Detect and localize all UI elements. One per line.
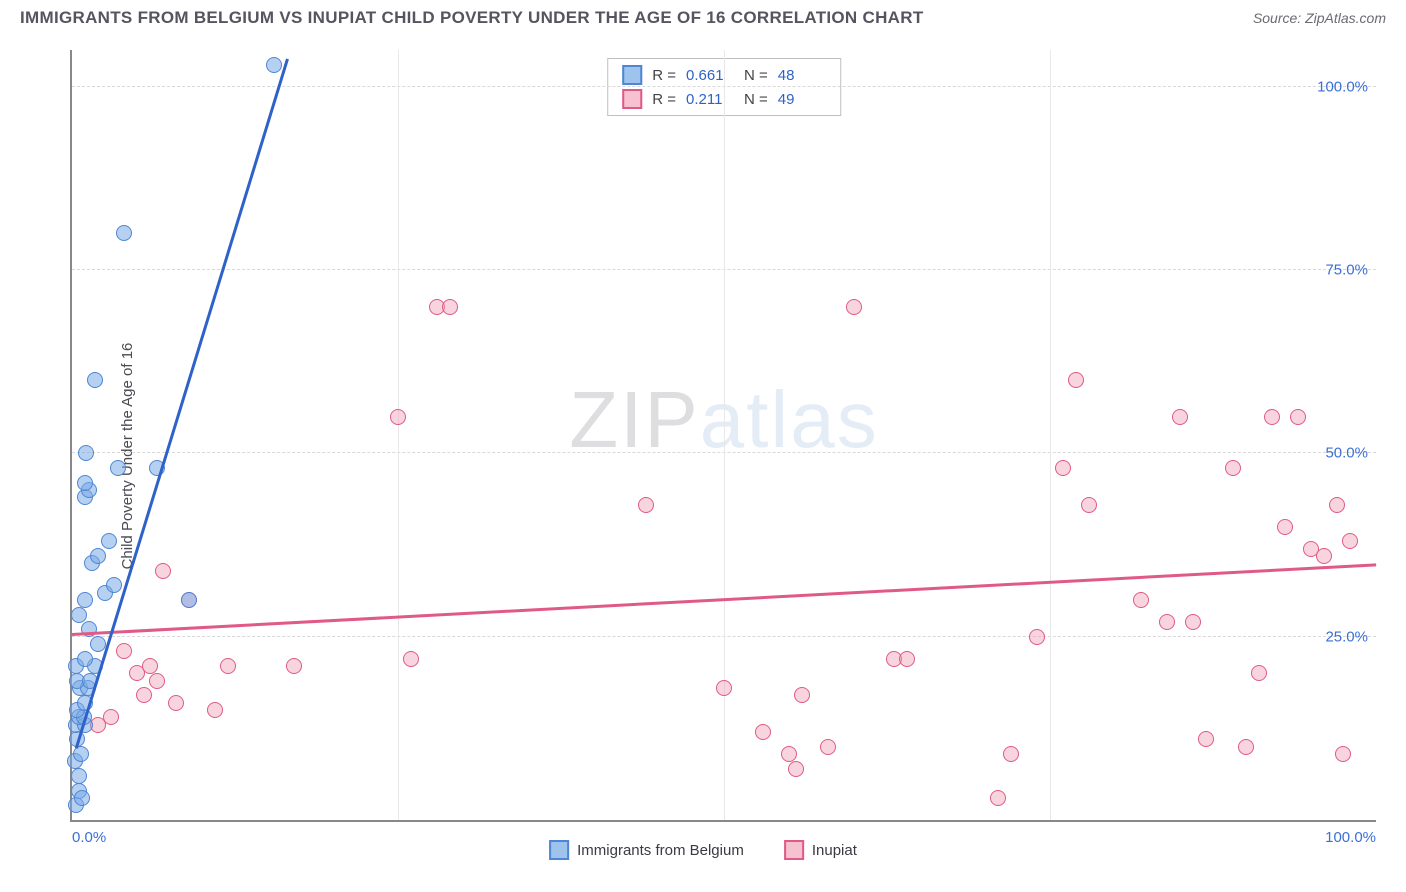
data-point-series2	[1316, 548, 1332, 564]
data-point-series1	[116, 225, 132, 241]
r-label: R =	[652, 67, 676, 84]
data-point-series2	[716, 680, 732, 696]
data-point-series2	[286, 658, 302, 674]
data-point-series2	[1029, 629, 1045, 645]
legend-item-series2: Inupiat	[784, 840, 857, 860]
data-point-series1	[74, 790, 90, 806]
n-value-series2: 49	[778, 91, 826, 108]
data-point-series2	[220, 658, 236, 674]
data-point-series2	[990, 790, 1006, 806]
n-label: N =	[744, 91, 768, 108]
plot-area: ZIPatlas R = 0.661 N = 48 R = 0.211 N = …	[70, 50, 1376, 822]
legend-label-series2: Inupiat	[812, 842, 857, 859]
bottom-legend: Immigrants from Belgium Inupiat	[549, 840, 857, 860]
data-point-series2	[1342, 533, 1358, 549]
swatch-series2	[784, 840, 804, 860]
n-label: N =	[744, 67, 768, 84]
data-point-series1	[87, 372, 103, 388]
data-point-series2	[116, 643, 132, 659]
y-tick-label: 100.0%	[1317, 78, 1368, 95]
data-point-series1	[90, 548, 106, 564]
data-point-series2	[1159, 614, 1175, 630]
n-value-series1: 48	[778, 67, 826, 84]
data-point-series1	[81, 621, 97, 637]
data-point-series2	[1335, 746, 1351, 762]
data-point-series1	[71, 768, 87, 784]
data-point-series2	[103, 709, 119, 725]
data-point-series2	[142, 658, 158, 674]
legend-label-series1: Immigrants from Belgium	[577, 842, 744, 859]
swatch-series1	[549, 840, 569, 860]
data-point-series1	[266, 57, 282, 73]
data-point-series2	[1225, 460, 1241, 476]
data-point-series2	[1055, 460, 1071, 476]
data-point-series2	[820, 739, 836, 755]
data-point-series2	[168, 695, 184, 711]
y-tick-label: 50.0%	[1325, 445, 1368, 462]
data-point-series2	[794, 687, 810, 703]
data-point-series1	[77, 651, 93, 667]
data-point-series2	[1185, 614, 1201, 630]
data-point-series1	[110, 460, 126, 476]
trendline-series1	[75, 58, 289, 748]
data-point-series2	[1264, 409, 1280, 425]
data-point-series2	[390, 409, 406, 425]
chart-container: Child Poverty Under the Age of 16 ZIPatl…	[20, 40, 1386, 872]
r-label: R =	[652, 91, 676, 108]
data-point-series1	[77, 592, 93, 608]
data-point-series2	[155, 563, 171, 579]
data-point-series1	[77, 475, 93, 491]
source-label: Source: ZipAtlas.com	[1253, 10, 1386, 26]
data-point-series2	[1238, 739, 1254, 755]
data-point-series2	[1198, 731, 1214, 747]
data-point-series2	[788, 761, 804, 777]
data-point-series1	[78, 445, 94, 461]
data-point-series2	[1068, 372, 1084, 388]
legend-item-series1: Immigrants from Belgium	[549, 840, 744, 860]
swatch-series1	[622, 65, 642, 85]
r-value-series2: 0.211	[686, 91, 734, 108]
data-point-series2	[442, 299, 458, 315]
gridline-v	[724, 50, 725, 820]
data-point-series2	[1290, 409, 1306, 425]
x-tick-label: 0.0%	[72, 829, 106, 846]
data-point-series1	[71, 607, 87, 623]
y-tick-label: 25.0%	[1325, 628, 1368, 645]
data-point-series1	[101, 533, 117, 549]
data-point-series2	[846, 299, 862, 315]
data-point-series2	[899, 651, 915, 667]
gridline-v	[1050, 50, 1051, 820]
data-point-series2	[638, 497, 654, 513]
data-point-series2	[1081, 497, 1097, 513]
y-tick-label: 75.0%	[1325, 262, 1368, 279]
data-point-series2	[1277, 519, 1293, 535]
swatch-series2	[622, 89, 642, 109]
x-tick-label: 100.0%	[1325, 829, 1376, 846]
data-point-series2	[1172, 409, 1188, 425]
data-point-series2	[781, 746, 797, 762]
data-point-series2	[1003, 746, 1019, 762]
data-point-series2	[1133, 592, 1149, 608]
data-point-series2	[403, 651, 419, 667]
data-point-series2	[136, 687, 152, 703]
data-point-series1	[181, 592, 197, 608]
data-point-series2	[1251, 665, 1267, 681]
data-point-series2	[149, 673, 165, 689]
data-point-series1	[106, 577, 122, 593]
chart-title: IMMIGRANTS FROM BELGIUM VS INUPIAT CHILD…	[20, 8, 924, 28]
data-point-series2	[1329, 497, 1345, 513]
r-value-series1: 0.661	[686, 67, 734, 84]
data-point-series2	[755, 724, 771, 740]
data-point-series2	[207, 702, 223, 718]
gridline-v	[398, 50, 399, 820]
